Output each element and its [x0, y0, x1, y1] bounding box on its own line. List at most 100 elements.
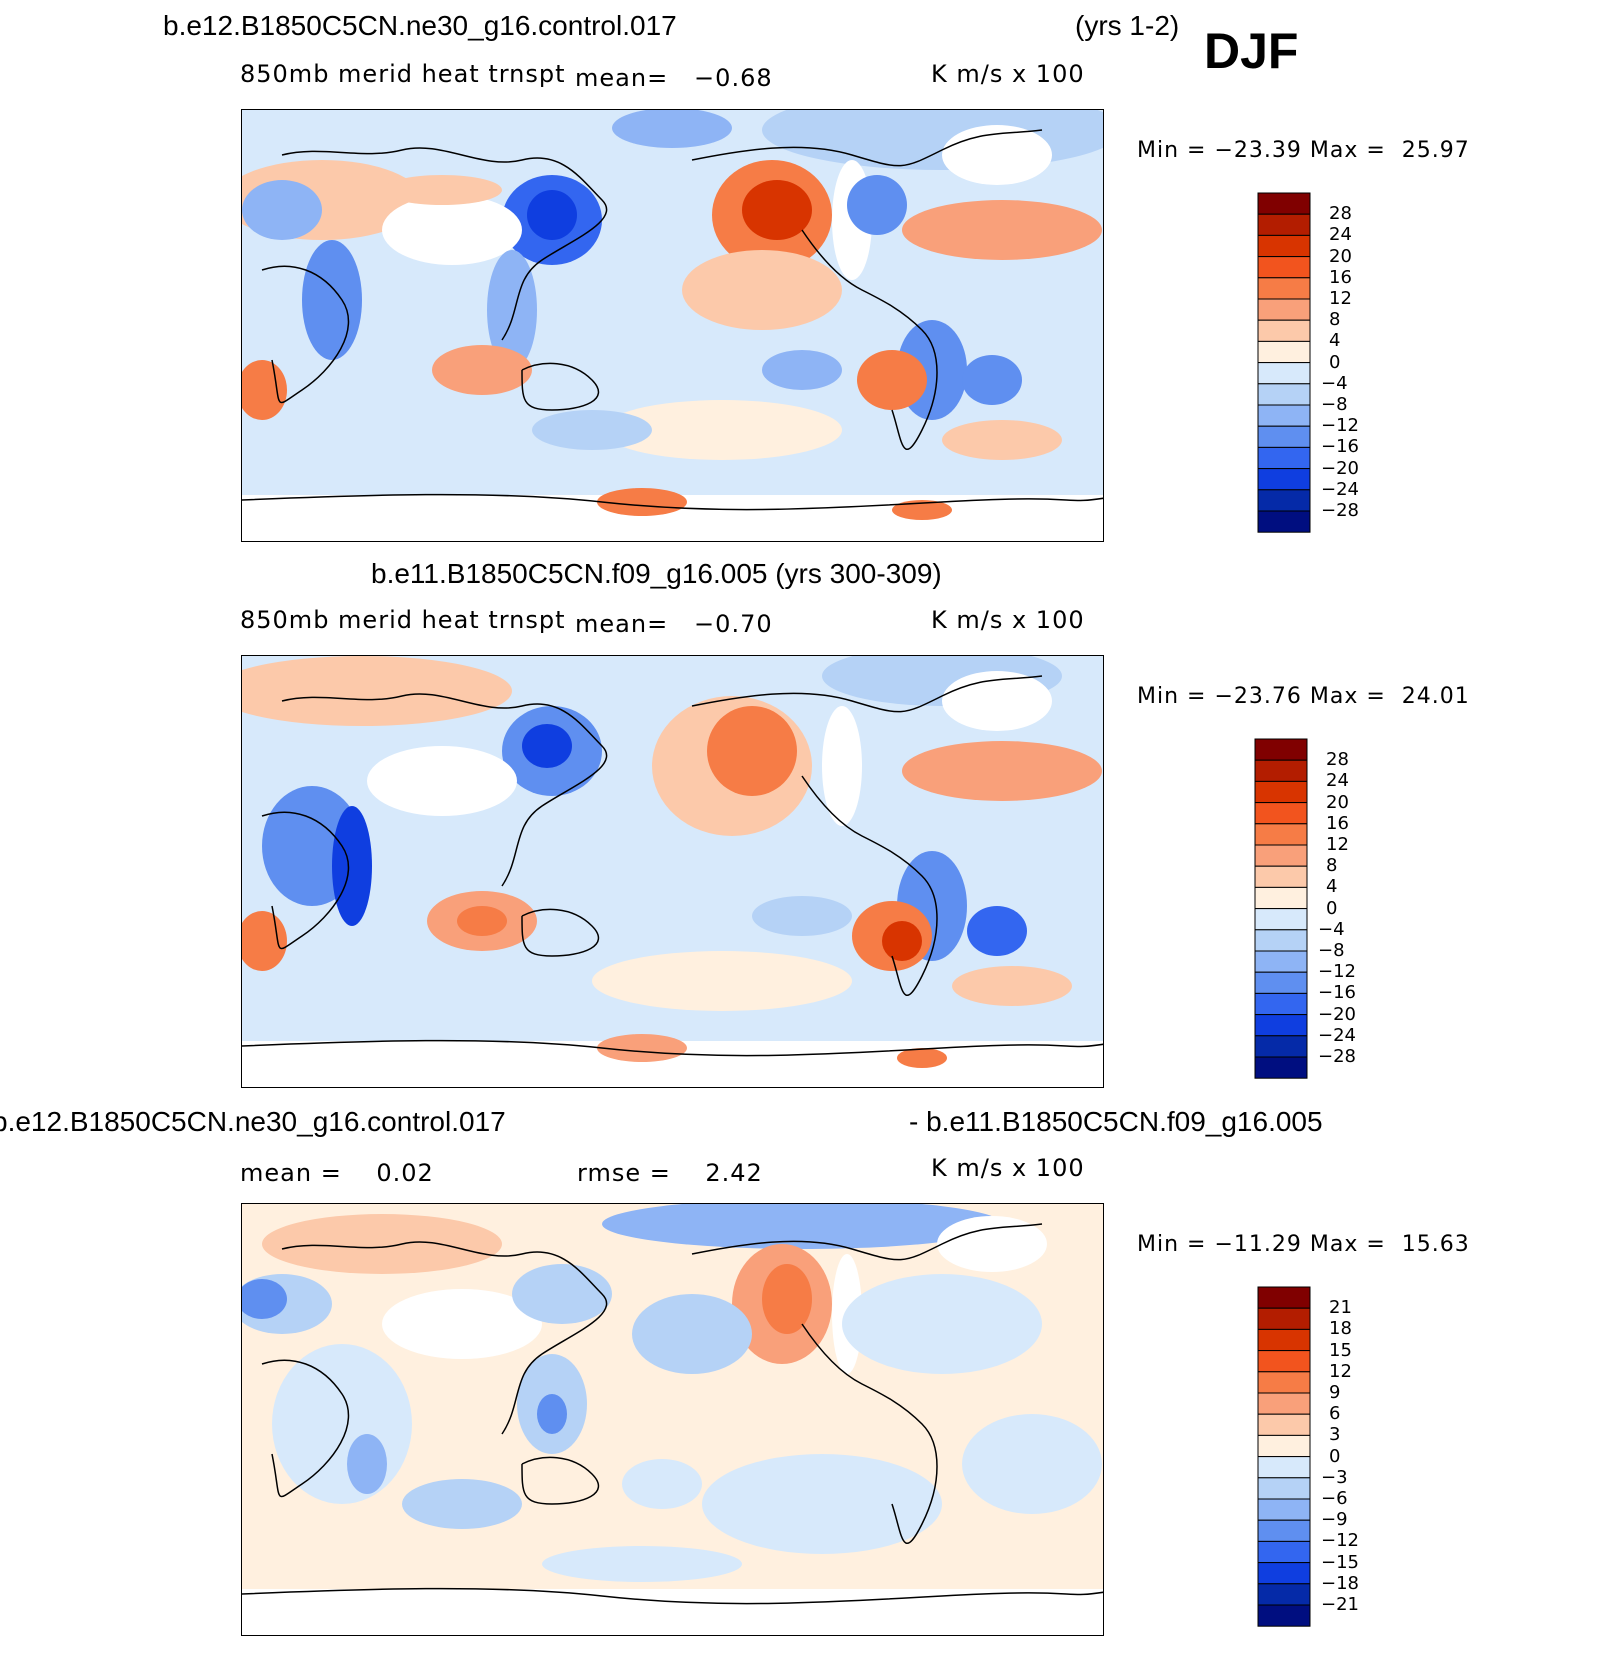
colorbar-tick-label: −20	[1321, 457, 1359, 479]
colorbar-tick-label: 8	[1329, 309, 1341, 331]
middle-panel-variable: 850mb merid heat trnspt	[240, 606, 566, 634]
colorbar-tick-label: 24	[1326, 770, 1349, 792]
colorbar-tick-label: 9	[1329, 1382, 1341, 1403]
colorbar-swatch	[1254, 802, 1308, 825]
colorbar-tick-label: −3	[1321, 1466, 1348, 1488]
colorbar-swatch	[1257, 510, 1311, 533]
bottom-panel-mean: mean = 0.02	[240, 1159, 434, 1187]
colorbar-tick-label: −28	[1321, 500, 1359, 521]
colorbar-tick-label: 6	[1329, 1403, 1341, 1425]
colorbar-swatch	[1254, 1014, 1308, 1037]
colorbar-swatch	[1254, 844, 1308, 867]
colorbar-tick-label: 0	[1329, 351, 1341, 373]
colorbar-swatch	[1257, 1434, 1311, 1458]
colorbar-swatch	[1257, 1498, 1311, 1521]
colorbar-swatch	[1257, 1413, 1311, 1436]
colorbar-tick-label: 0	[1329, 1445, 1341, 1467]
colorbar-swatch	[1254, 971, 1308, 994]
colorbar-swatch	[1257, 468, 1311, 491]
colorbar-tick-label: 12	[1329, 288, 1352, 309]
colorbar-swatch	[1254, 886, 1308, 910]
colorbar-tick-label: 18	[1329, 1318, 1352, 1340]
colorbar-swatch	[1257, 298, 1311, 321]
colorbar-swatch	[1257, 234, 1311, 258]
bottom-colorbar: 21 18 15 12 9 6 3 0 −3 −6 −9 −12 −15 −18 −21	[1257, 1286, 1359, 1633]
colorbar-tick-label: −18	[1321, 1572, 1359, 1594]
colorbar-swatch	[1257, 1371, 1311, 1394]
colorbar-swatch	[1257, 1286, 1311, 1309]
colorbar-swatch	[1254, 738, 1308, 761]
bottom-panel-title-right: - b.e11.B1850C5CN.f09_g16.005	[909, 1106, 1323, 1137]
colorbar-tick-label: 12	[1326, 834, 1349, 855]
colorbar-tick-label: 28	[1329, 203, 1352, 225]
top-panel-map	[241, 109, 1104, 542]
colorbar-swatch	[1257, 213, 1311, 236]
bottom-panel-min-max: Min = −11.29 Max = 15.63	[1137, 1232, 1470, 1257]
colorbar-swatch	[1257, 1477, 1311, 1500]
colorbar-swatch	[1257, 192, 1311, 215]
colorbar-swatch	[1257, 256, 1311, 279]
colorbar-tick-label: 0	[1326, 897, 1338, 919]
middle-panel-mean: mean= −0.70	[575, 610, 773, 638]
colorbar-tick-label: 12	[1329, 1360, 1352, 1382]
colorbar-swatch	[1257, 425, 1311, 448]
colorbar-tick-label: −28	[1318, 1046, 1356, 1067]
middle-colorbar: 28 24 20 16 12 8 4 0 −4 −8 −12 −16 −20 −24 −28	[1254, 738, 1356, 1085]
colorbar-swatch	[1254, 929, 1308, 952]
colorbar-swatch	[1254, 759, 1308, 782]
middle-map-field	[242, 656, 1103, 1087]
colorbar-tick-label: −21	[1321, 1594, 1359, 1615]
bottom-panel-map	[241, 1203, 1104, 1636]
colorbar-tick-label: −16	[1321, 436, 1359, 458]
colorbar-tick-label: 3	[1329, 1424, 1341, 1446]
colorbar-tick-label: −20	[1318, 1003, 1356, 1025]
colorbar-swatch	[1254, 950, 1308, 973]
colorbar-tick-label: 8	[1326, 855, 1338, 877]
colorbar-swatch	[1257, 1519, 1311, 1542]
colorbar-swatch	[1257, 340, 1311, 364]
top-panel-mean: mean= −0.68	[575, 64, 773, 92]
colorbar-tick-label: −24	[1318, 1024, 1356, 1046]
colorbar-swatch	[1257, 1328, 1311, 1352]
colorbar-swatch	[1257, 446, 1311, 470]
bottom-panel-title-left: b.e12.B1850C5CN.ne30_g16.control.017	[0, 1106, 506, 1137]
top-panel-variable: 850mb merid heat trnspt	[240, 60, 566, 88]
colorbar-swatch	[1257, 1604, 1311, 1627]
top-panel-title: b.e12.B1850C5CN.ne30_g16.control.017	[163, 10, 677, 41]
colorbar-tick-label: 15	[1329, 1339, 1352, 1361]
colorbar-tick-label: −15	[1321, 1551, 1359, 1573]
colorbar-swatch	[1257, 1350, 1311, 1373]
colorbar-tick-label: −6	[1321, 1488, 1348, 1509]
colorbar-swatch	[1254, 823, 1308, 846]
bottom-panel-units: K m/s x 100	[931, 1154, 1085, 1182]
colorbar-swatch	[1257, 383, 1311, 406]
colorbar-tick-label: −24	[1321, 478, 1359, 500]
colorbar-tick-label: −16	[1318, 982, 1356, 1004]
colorbar-tick-label: 4	[1326, 876, 1338, 898]
colorbar-swatch	[1254, 865, 1308, 888]
colorbar-swatch	[1257, 1562, 1311, 1585]
colorbar-swatch	[1254, 1035, 1308, 1058]
top-panel-units: K m/s x 100	[931, 60, 1085, 88]
bottom-panel-rmse: rmse = 2.42	[577, 1159, 763, 1187]
colorbar-tick-label: −4	[1321, 372, 1348, 394]
colorbar-tick-label: −8	[1318, 940, 1345, 961]
colorbar-tick-label: 21	[1329, 1297, 1352, 1319]
colorbar-tick-label: −12	[1318, 961, 1356, 983]
colorbar-tick-label: 20	[1326, 791, 1349, 813]
bottom-map-field	[242, 1204, 1103, 1635]
top-panel-min-max: Min = −23.39 Max = 25.97	[1137, 138, 1470, 163]
colorbar-tick-label: −8	[1321, 394, 1348, 415]
top-colorbar: 28 24 20 16 12 8 4 0 −4 −8 −12 −16 −20 −24 −28	[1257, 192, 1359, 539]
middle-colorbar-swatches	[1254, 738, 1308, 1079]
colorbar-tick-label: 24	[1329, 224, 1352, 246]
colorbar-swatch	[1254, 1056, 1308, 1079]
years-label: (yrs 1-2)	[1075, 10, 1180, 41]
colorbar-swatch	[1257, 489, 1311, 512]
colorbar-swatch	[1257, 1540, 1311, 1564]
middle-panel-title: b.e11.B1850C5CN.f09_g16.005 (yrs 300-309…	[371, 558, 942, 589]
colorbar-swatch	[1254, 992, 1308, 1016]
colorbar-tick-label: −4	[1318, 918, 1345, 940]
colorbar-tick-label: −12	[1321, 1530, 1359, 1552]
